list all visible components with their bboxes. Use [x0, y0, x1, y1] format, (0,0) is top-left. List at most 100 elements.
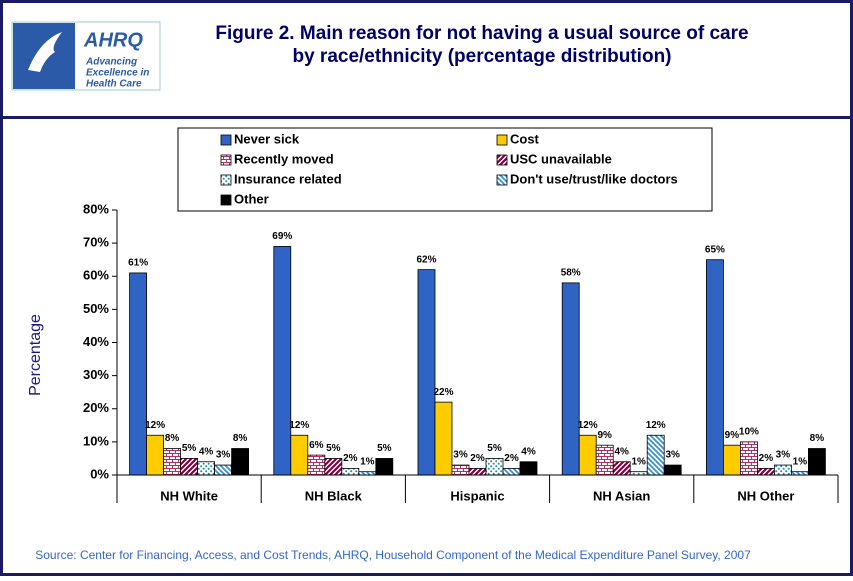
legend-swatch: [220, 134, 232, 146]
data-label: 9%: [725, 430, 740, 441]
bar: [341, 467, 360, 476]
x-tick-label: NH Other: [737, 488, 794, 503]
bar: [663, 464, 682, 476]
data-label: 6%: [309, 440, 324, 451]
legend-swatch: [496, 154, 508, 166]
logo-name: AHRQ: [83, 29, 143, 51]
data-label: 5%: [377, 443, 392, 454]
bar: [146, 434, 165, 476]
legend-label: Insurance related: [234, 171, 342, 186]
y-tick-label: 10%: [83, 433, 109, 448]
legend-swatch: [220, 174, 232, 186]
y-tick-label: 40%: [83, 334, 109, 349]
bar: [163, 448, 182, 476]
logo-tagline: Excellence in: [86, 68, 149, 79]
x-tick-label: NH White: [160, 488, 218, 503]
data-label: 12%: [646, 420, 666, 431]
legend-box: [177, 127, 713, 212]
data-label: 1%: [631, 456, 646, 467]
legend-label: Don't use/trust/like doctors: [510, 171, 678, 186]
x-tick-label: Hispanic: [450, 488, 504, 503]
logo-tagline: Health Care: [86, 79, 142, 90]
bar: [595, 444, 614, 476]
bar: [434, 401, 453, 476]
x-tick-label: NH Black: [305, 488, 363, 503]
legend-swatch: [220, 154, 232, 166]
data-label: 69%: [272, 231, 292, 242]
chart-title: Figure 2. Main reason for not having a u…: [215, 23, 748, 44]
y-tick-label: 50%: [83, 301, 109, 316]
data-label: 5%: [487, 443, 502, 454]
y-tick-label: 0%: [90, 466, 109, 481]
source-note: Source: Center for Financing, Access, an…: [35, 548, 751, 562]
bar: [214, 464, 233, 476]
data-label: 3%: [453, 450, 468, 461]
bar: [706, 259, 724, 476]
y-tick-label: 30%: [83, 367, 109, 382]
data-label: 61%: [128, 258, 148, 269]
data-label: 12%: [289, 420, 309, 431]
data-label: 10%: [739, 427, 759, 438]
data-label: 3%: [216, 450, 231, 461]
bar: [468, 467, 487, 476]
legend-label: Cost: [510, 131, 540, 146]
data-label: 62%: [416, 254, 436, 265]
data-label: 58%: [561, 268, 581, 279]
data-label: 2%: [470, 453, 485, 464]
y-axis-label: Percentage: [27, 314, 44, 396]
bar: [290, 434, 309, 476]
data-label: 4%: [199, 446, 214, 457]
legend-label: Other: [234, 191, 269, 206]
bar: [324, 458, 343, 476]
data-label: 9%: [597, 430, 612, 441]
bar: [417, 269, 436, 476]
data-label: 8%: [810, 433, 825, 444]
bar: [129, 272, 148, 476]
data-label: 5%: [326, 443, 341, 454]
bar: [774, 464, 792, 476]
data-label: 65%: [705, 244, 725, 255]
bar: [723, 444, 741, 476]
bar: [485, 458, 504, 476]
legend-label: Recently moved: [234, 151, 334, 166]
bar: [757, 467, 775, 476]
bar: [375, 458, 394, 476]
bar: [273, 246, 292, 476]
bar: [197, 461, 216, 476]
bar: [451, 464, 470, 476]
legend-label: USC unavailable: [510, 151, 612, 166]
data-label: 8%: [165, 433, 180, 444]
data-label: 4%: [521, 446, 536, 457]
data-label: 5%: [182, 443, 197, 454]
data-label: 8%: [233, 433, 248, 444]
data-label: 12%: [578, 420, 598, 431]
data-label: 12%: [145, 420, 165, 431]
y-tick-label: 60%: [83, 268, 109, 283]
logo: AHRQ Advancing Excellence in Health Care: [11, 21, 161, 91]
y-tick-label: 20%: [83, 400, 109, 415]
data-label: 1%: [360, 456, 375, 467]
y-tick-label: 80%: [83, 201, 109, 216]
bar: [808, 448, 826, 476]
bar: [561, 282, 580, 476]
data-label: 3%: [665, 450, 680, 461]
bar: [307, 454, 326, 476]
legend-label: Never sick: [234, 131, 300, 146]
data-label: 2%: [759, 453, 774, 464]
logo-tagline: Advancing: [85, 57, 137, 68]
chart-title: by race/ethnicity (percentage distributi…: [292, 46, 671, 67]
data-label: 2%: [504, 453, 519, 464]
legend-swatch: [496, 174, 508, 186]
data-label: 1%: [793, 456, 808, 467]
bar: [519, 461, 538, 476]
data-label: 4%: [614, 446, 629, 457]
bar: [612, 461, 631, 476]
bar: [231, 448, 250, 476]
data-label: 2%: [343, 453, 358, 464]
data-label: 22%: [433, 387, 453, 398]
bar: [502, 467, 521, 476]
legend-swatch: [496, 134, 508, 146]
bar: [646, 434, 665, 476]
legend-swatch: [220, 194, 232, 206]
